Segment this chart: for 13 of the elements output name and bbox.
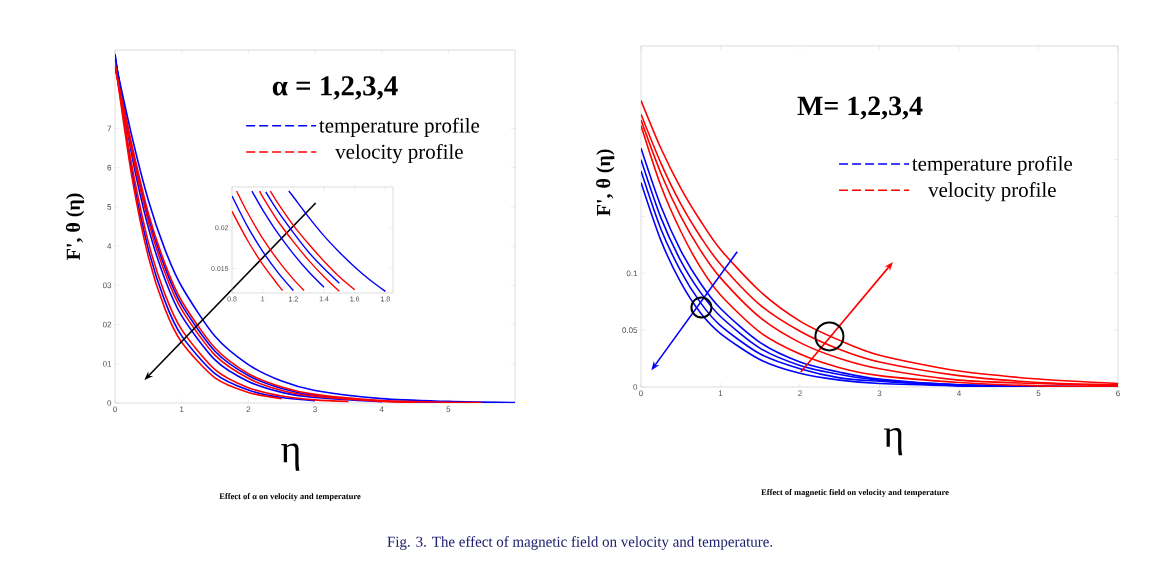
text: Effect of magnetic field on velocity and temperature: [761, 489, 949, 497]
y-axis-title: F', θ (η): [65, 193, 85, 260]
legend-label: temperature profile: [319, 117, 480, 137]
x-axis-title: η: [281, 443, 300, 471]
legend-label: velocity profile: [335, 143, 463, 164]
legend-label: temperature profile: [912, 155, 1073, 176]
caption: Fig. 3. The effect of magnetic field on velocity and temperature.: [387, 536, 773, 550]
text: Effect of α on velocity and temperature: [219, 493, 361, 501]
annotation: M= 1,2,3,4: [797, 96, 923, 120]
x-axis-title: η: [884, 428, 903, 456]
annotation: α = 1,2,3,4: [272, 76, 398, 100]
y-axis-title: F', θ (η): [596, 149, 615, 216]
legend-label: velocity profile: [928, 182, 1056, 202]
